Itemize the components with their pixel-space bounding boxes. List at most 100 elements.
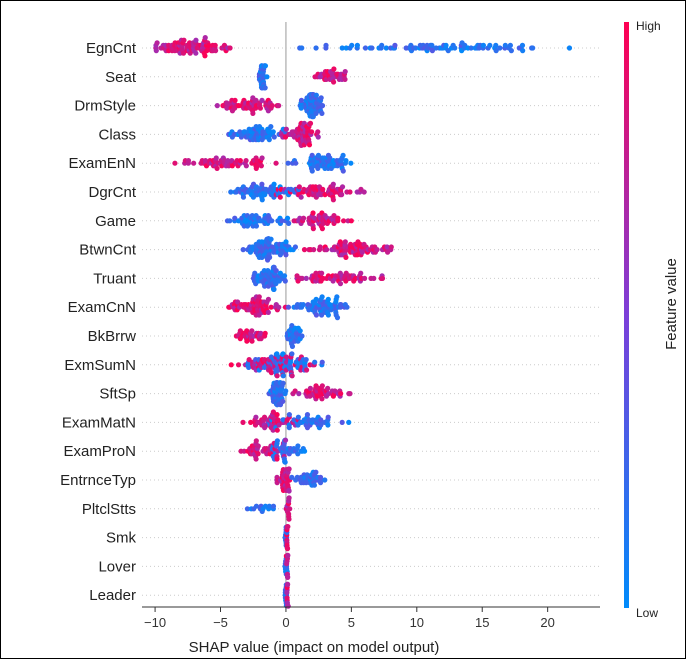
shap-point (361, 275, 368, 281)
shap-point (311, 482, 318, 488)
shap-point (319, 226, 325, 232)
shap-point (347, 189, 353, 195)
shap-point (212, 42, 218, 49)
shap-point (261, 414, 268, 420)
shap-point (284, 546, 291, 552)
shap-point (180, 50, 187, 56)
feature-label: ExamCnN (68, 299, 136, 316)
shap-point (255, 451, 261, 457)
shap-point (276, 103, 282, 109)
shap-point (225, 158, 231, 164)
shap-point (313, 45, 319, 51)
shap-point (298, 194, 304, 200)
shap-point (262, 425, 268, 431)
feature-label: EgnCnt (86, 40, 137, 57)
shap-point (347, 391, 353, 397)
shap-point (259, 155, 265, 161)
shap-point (228, 189, 234, 195)
shap-point (185, 158, 192, 164)
shap-point (271, 286, 277, 292)
shap-point (340, 168, 346, 174)
shap-point (298, 97, 305, 103)
shap-point (286, 425, 292, 431)
shap-point (259, 197, 265, 203)
shap-point (388, 244, 394, 250)
shap-point (338, 391, 344, 397)
shap-point (452, 45, 458, 51)
shap-point (313, 469, 319, 475)
shap-point (265, 309, 271, 315)
x-tick-label: 15 (475, 615, 489, 630)
shap-point (253, 97, 259, 103)
shap-point (259, 181, 265, 187)
shap-point (280, 380, 286, 386)
shap-point (313, 312, 319, 318)
shap-point (304, 412, 311, 418)
shap-point (270, 129, 276, 135)
shap-point (358, 270, 364, 276)
shap-point (330, 181, 336, 187)
colorbar-gradient (624, 22, 629, 608)
shap-point (319, 103, 326, 109)
shap-point (289, 474, 295, 480)
shap-point (325, 422, 331, 428)
shap-point (285, 304, 292, 310)
shap-point (317, 480, 324, 486)
shap-point (383, 45, 389, 51)
x-tick-label: 0 (282, 615, 289, 630)
shap-point (287, 506, 293, 512)
shap-point (312, 359, 318, 365)
shap-point (283, 388, 289, 394)
shap-point (250, 110, 256, 116)
x-tick-label: −10 (144, 615, 166, 630)
shap-point (379, 275, 386, 281)
colorbar: High Low Feature value (624, 19, 680, 620)
shap-point (289, 343, 296, 349)
shap-point (343, 45, 349, 51)
shap-point (342, 69, 348, 75)
shap-point (325, 385, 331, 391)
shap-point (339, 45, 345, 51)
shap-point (286, 220, 292, 226)
shap-point (244, 506, 251, 512)
shap-point (318, 417, 324, 423)
shap-point (325, 414, 331, 420)
shap-point (280, 398, 286, 404)
shap-point (283, 252, 289, 258)
shap-point (214, 165, 220, 171)
shap-point (227, 218, 233, 224)
shap-point (232, 97, 238, 103)
feature-label: PltclStts (82, 501, 136, 518)
shap-point (339, 192, 345, 198)
shap-point (249, 338, 255, 344)
shap-point (214, 103, 220, 109)
shap-point (318, 422, 324, 428)
shap-point (240, 419, 246, 425)
shap-point (342, 76, 348, 82)
shap-point (153, 48, 159, 54)
shap-point (277, 194, 283, 200)
shap-point (257, 105, 263, 111)
shap-point (319, 312, 325, 318)
shap-point (202, 53, 208, 59)
shap-point (297, 328, 303, 334)
shap-point (354, 42, 360, 49)
feature-label: Smk (106, 530, 137, 547)
shap-point (248, 419, 254, 425)
shap-point (530, 45, 536, 51)
shap-point (259, 97, 265, 103)
shap-point (269, 218, 275, 224)
shap-point (330, 197, 336, 203)
shap-point (280, 351, 286, 357)
shap-point (235, 299, 241, 305)
shap-point (252, 270, 258, 276)
shap-point (212, 48, 219, 54)
shap-point (286, 466, 292, 472)
shap-point (300, 302, 306, 308)
shap-point (293, 160, 299, 166)
shap-point (273, 160, 279, 166)
shap-point (286, 412, 292, 418)
shap-point (283, 239, 289, 245)
feature-label: ExamMatN (62, 414, 136, 431)
shap-point (268, 236, 274, 242)
